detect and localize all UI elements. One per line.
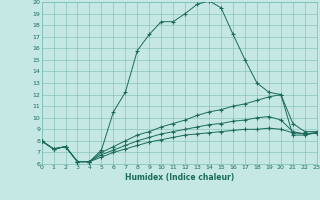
X-axis label: Humidex (Indice chaleur): Humidex (Indice chaleur): [124, 173, 234, 182]
